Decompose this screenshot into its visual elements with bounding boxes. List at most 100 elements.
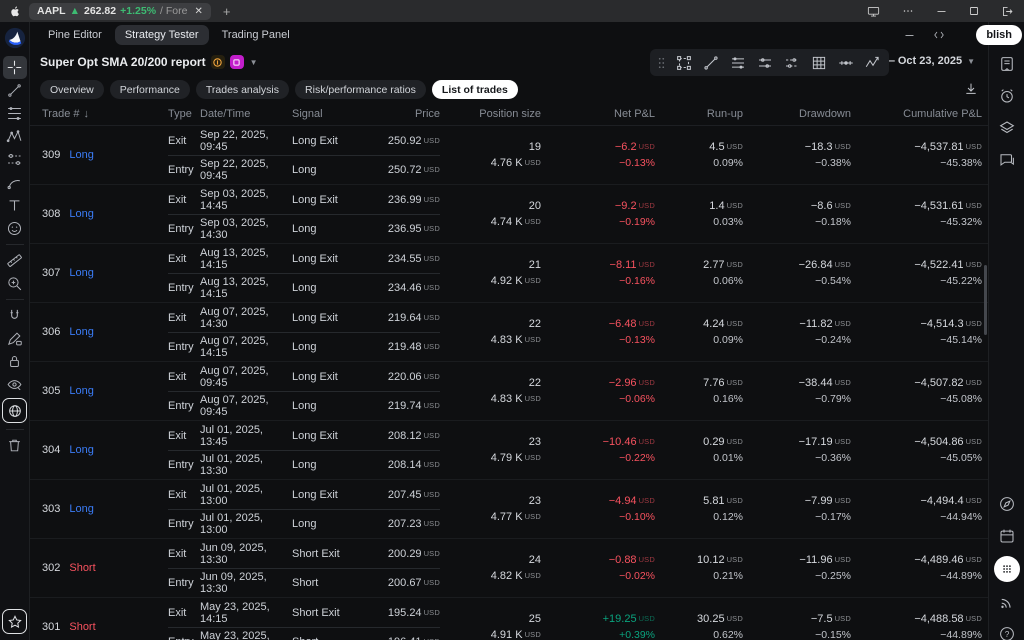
brush-tool[interactable]: [3, 171, 27, 194]
tab-overview[interactable]: Overview: [40, 80, 104, 99]
currency-label: USD: [834, 555, 851, 564]
chevron-down-icon[interactable]: ▼: [249, 57, 258, 67]
forecast-lines-icon[interactable]: [783, 54, 801, 72]
new-tab-button[interactable]: +: [222, 3, 231, 19]
tab-strategy-tester[interactable]: Strategy Tester: [114, 25, 209, 45]
trade-row[interactable]: 302 Short Exit Jun 09, 2025, 13:30 Short…: [30, 539, 988, 598]
leg-signal: Long: [292, 458, 317, 471]
panel-tabs: Pine Editor Strategy Tester Trading Pane…: [30, 22, 988, 48]
cell-drawdown: −18.3 USD −0.38%: [804, 141, 851, 169]
tab-trading-panel[interactable]: Trading Panel: [221, 29, 290, 41]
trade-row[interactable]: 307 Long Exit Aug 13, 2025, 14:15 Long E…: [30, 244, 988, 303]
col-drawdown[interactable]: Drawdown: [799, 108, 851, 120]
calendar-button[interactable]: [995, 524, 1019, 548]
journal-button[interactable]: [995, 52, 1019, 76]
layout-badge[interactable]: [229, 55, 244, 69]
currency-label: USD: [423, 548, 440, 558]
trade-row[interactable]: 304 Long Exit Jul 01, 2025, 13:45 Long E…: [30, 421, 988, 480]
trade-direction: Long: [69, 208, 94, 220]
magnet-tool[interactable]: [3, 304, 27, 327]
trade-row[interactable]: 305 Long Exit Aug 07, 2025, 09:45 Long E…: [30, 362, 988, 421]
col-trade-number[interactable]: Trade # ↓: [42, 108, 90, 120]
zoom-in-tool[interactable]: [3, 272, 27, 295]
globe-tool[interactable]: [2, 398, 27, 423]
col-cumulative-pl[interactable]: Cumulative P&L: [903, 108, 982, 120]
alerts-button[interactable]: [995, 84, 1019, 108]
help-button[interactable]: ?: [995, 622, 1019, 640]
pattern-tool[interactable]: [3, 125, 27, 148]
text-tool[interactable]: [3, 194, 27, 217]
maximize-window-icon[interactable]: [968, 5, 980, 17]
trade-row[interactable]: 308 Long Exit Sep 03, 2025, 14:45 Long E…: [30, 185, 988, 244]
horizontal-lines-icon[interactable]: [729, 54, 747, 72]
drawing-edit-tool[interactable]: [3, 327, 27, 350]
publish-button[interactable]: blish: [976, 25, 1022, 45]
fib-retracement-tool[interactable]: [3, 102, 27, 125]
tab-close-icon[interactable]: ✕: [194, 5, 203, 17]
currency-label: USD: [423, 430, 440, 440]
drag-handle-icon[interactable]: [657, 56, 666, 70]
tab-performance[interactable]: Performance: [109, 80, 190, 99]
col-signal[interactable]: Signal: [292, 108, 323, 120]
exit-window-icon[interactable]: [1000, 5, 1014, 18]
cell-drawdown: −11.96 USD −0.25%: [799, 554, 851, 582]
tradingview-logo[interactable]: [4, 27, 26, 49]
zigzag-icon[interactable]: [864, 54, 882, 72]
hide-drawings-tool[interactable]: [3, 373, 27, 396]
broadcast-button[interactable]: [995, 590, 1019, 614]
crosshair-tool[interactable]: [2, 56, 27, 79]
currency-label: USD: [834, 437, 851, 446]
overflow-menu-icon[interactable]: [901, 5, 915, 17]
col-type[interactable]: Type: [168, 108, 192, 120]
measure-icon[interactable]: [837, 54, 855, 72]
favorites-tool[interactable]: [2, 609, 27, 634]
browser-tab[interactable]: AAPL ▲ 262.82 +1.25% / Fore ✕: [29, 2, 211, 20]
currency-label: USD: [834, 201, 851, 210]
magnet-icon: [10, 309, 19, 319]
ruler-tool[interactable]: [3, 249, 27, 272]
minimize-window-icon[interactable]: [935, 5, 948, 17]
monitor-icon[interactable]: [866, 5, 881, 18]
object-selection-icon[interactable]: [675, 54, 693, 72]
lock-all-tool[interactable]: [3, 350, 27, 373]
chat-button[interactable]: [995, 148, 1019, 172]
tab-trades-analysis[interactable]: Trades analysis: [195, 80, 290, 99]
col-price[interactable]: Price: [414, 108, 440, 120]
grid-icon[interactable]: [810, 54, 828, 72]
col-run-up[interactable]: Run-up: [706, 108, 743, 120]
apps-grid-button[interactable]: [993, 556, 1020, 582]
col-net-pl[interactable]: Net P&L: [614, 108, 655, 120]
object-tree-button[interactable]: [995, 116, 1019, 140]
screener-button[interactable]: [995, 492, 1019, 516]
deep-backtesting-badge[interactable]: [210, 55, 225, 69]
tab-list-of-trades[interactable]: List of trades: [431, 80, 518, 99]
trash-icon: [9, 439, 20, 452]
maximize-panel-icon[interactable]: [932, 29, 946, 41]
apple-menu-icon[interactable]: [10, 5, 21, 18]
prediction-tool[interactable]: [3, 148, 27, 171]
trend-line-icon[interactable]: [702, 54, 720, 72]
tab-pine-editor[interactable]: Pine Editor: [48, 29, 102, 41]
col-datetime[interactable]: Date/Time: [200, 108, 251, 120]
minimize-panel-icon[interactable]: [903, 29, 916, 41]
export-data-button[interactable]: [959, 77, 983, 101]
trade-row[interactable]: 301 Short Exit May 23, 2025, 14:15 Short…: [30, 598, 988, 640]
trade-number: 306: [42, 326, 61, 338]
leg-price: 220.06 USD: [387, 370, 440, 383]
trade-row[interactable]: 309 Long Exit Sep 22, 2025, 09:45 Long E…: [30, 126, 988, 185]
emoji-tool[interactable]: [3, 217, 27, 240]
remove-drawings-tool[interactable]: [3, 434, 27, 457]
trade-row[interactable]: 303 Long Exit Jul 01, 2025, 13:00 Long E…: [30, 480, 988, 539]
trend-line-tool[interactable]: [3, 79, 27, 102]
leg-datetime: Sep 22, 2025, 09:45: [200, 128, 269, 153]
leg-datetime: Aug 07, 2025, 14:30: [200, 305, 269, 330]
col-position-size[interactable]: Position size: [479, 108, 541, 120]
currency-label: USD: [726, 496, 743, 505]
leg-divider: [168, 627, 440, 628]
panel-controls: [903, 29, 946, 41]
tab-risk-performance-ratios[interactable]: Risk/performance ratios: [295, 80, 426, 99]
table-scrollbar[interactable]: [984, 265, 987, 335]
leg-type: Entry: [168, 458, 194, 471]
pattern-lines-icon[interactable]: [756, 54, 774, 72]
trade-row[interactable]: 306 Long Exit Aug 07, 2025, 14:30 Long E…: [30, 303, 988, 362]
